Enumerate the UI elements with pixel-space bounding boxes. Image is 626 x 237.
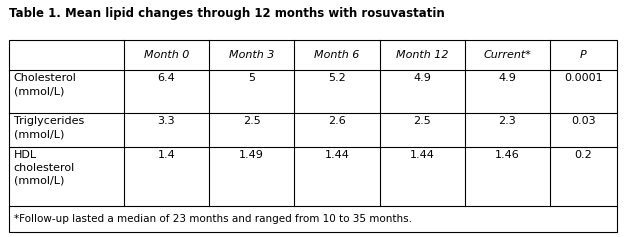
Text: 3.3: 3.3 bbox=[158, 116, 175, 126]
Text: Month 6: Month 6 bbox=[314, 50, 359, 60]
Text: 5.2: 5.2 bbox=[328, 73, 346, 83]
Text: Month 12: Month 12 bbox=[396, 50, 448, 60]
Text: P: P bbox=[580, 50, 587, 60]
Text: 1.44: 1.44 bbox=[324, 150, 349, 160]
Text: Cholesterol
(mmol/L): Cholesterol (mmol/L) bbox=[14, 73, 76, 96]
Text: 0.03: 0.03 bbox=[571, 116, 596, 126]
Text: Month 3: Month 3 bbox=[229, 50, 274, 60]
Text: 1.44: 1.44 bbox=[410, 150, 434, 160]
Text: Month 0: Month 0 bbox=[143, 50, 189, 60]
Text: 0.2: 0.2 bbox=[575, 150, 592, 160]
Text: Triglycerides
(mmol/L): Triglycerides (mmol/L) bbox=[14, 116, 84, 139]
Text: 1.4: 1.4 bbox=[157, 150, 175, 160]
Text: 6.4: 6.4 bbox=[157, 73, 175, 83]
Text: 2.5: 2.5 bbox=[413, 116, 431, 126]
Text: 4.9: 4.9 bbox=[413, 73, 431, 83]
Bar bbox=[9, 40, 617, 232]
Text: HDL
cholesterol
(mmol/L): HDL cholesterol (mmol/L) bbox=[14, 150, 75, 186]
Text: 2.3: 2.3 bbox=[498, 116, 516, 126]
Text: *Follow-up lasted a median of 23 months and ranged from 10 to 35 months.: *Follow-up lasted a median of 23 months … bbox=[14, 214, 412, 224]
Text: 4.9: 4.9 bbox=[498, 73, 516, 83]
Text: 0.0001: 0.0001 bbox=[564, 73, 603, 83]
Text: 2.6: 2.6 bbox=[328, 116, 346, 126]
Text: 1.49: 1.49 bbox=[239, 150, 264, 160]
Text: Current*: Current* bbox=[483, 50, 531, 60]
Text: 2.5: 2.5 bbox=[243, 116, 260, 126]
Text: 1.46: 1.46 bbox=[495, 150, 520, 160]
Text: Table 1. Mean lipid changes through 12 months with rosuvastatin: Table 1. Mean lipid changes through 12 m… bbox=[9, 7, 445, 20]
Text: 5: 5 bbox=[248, 73, 255, 83]
